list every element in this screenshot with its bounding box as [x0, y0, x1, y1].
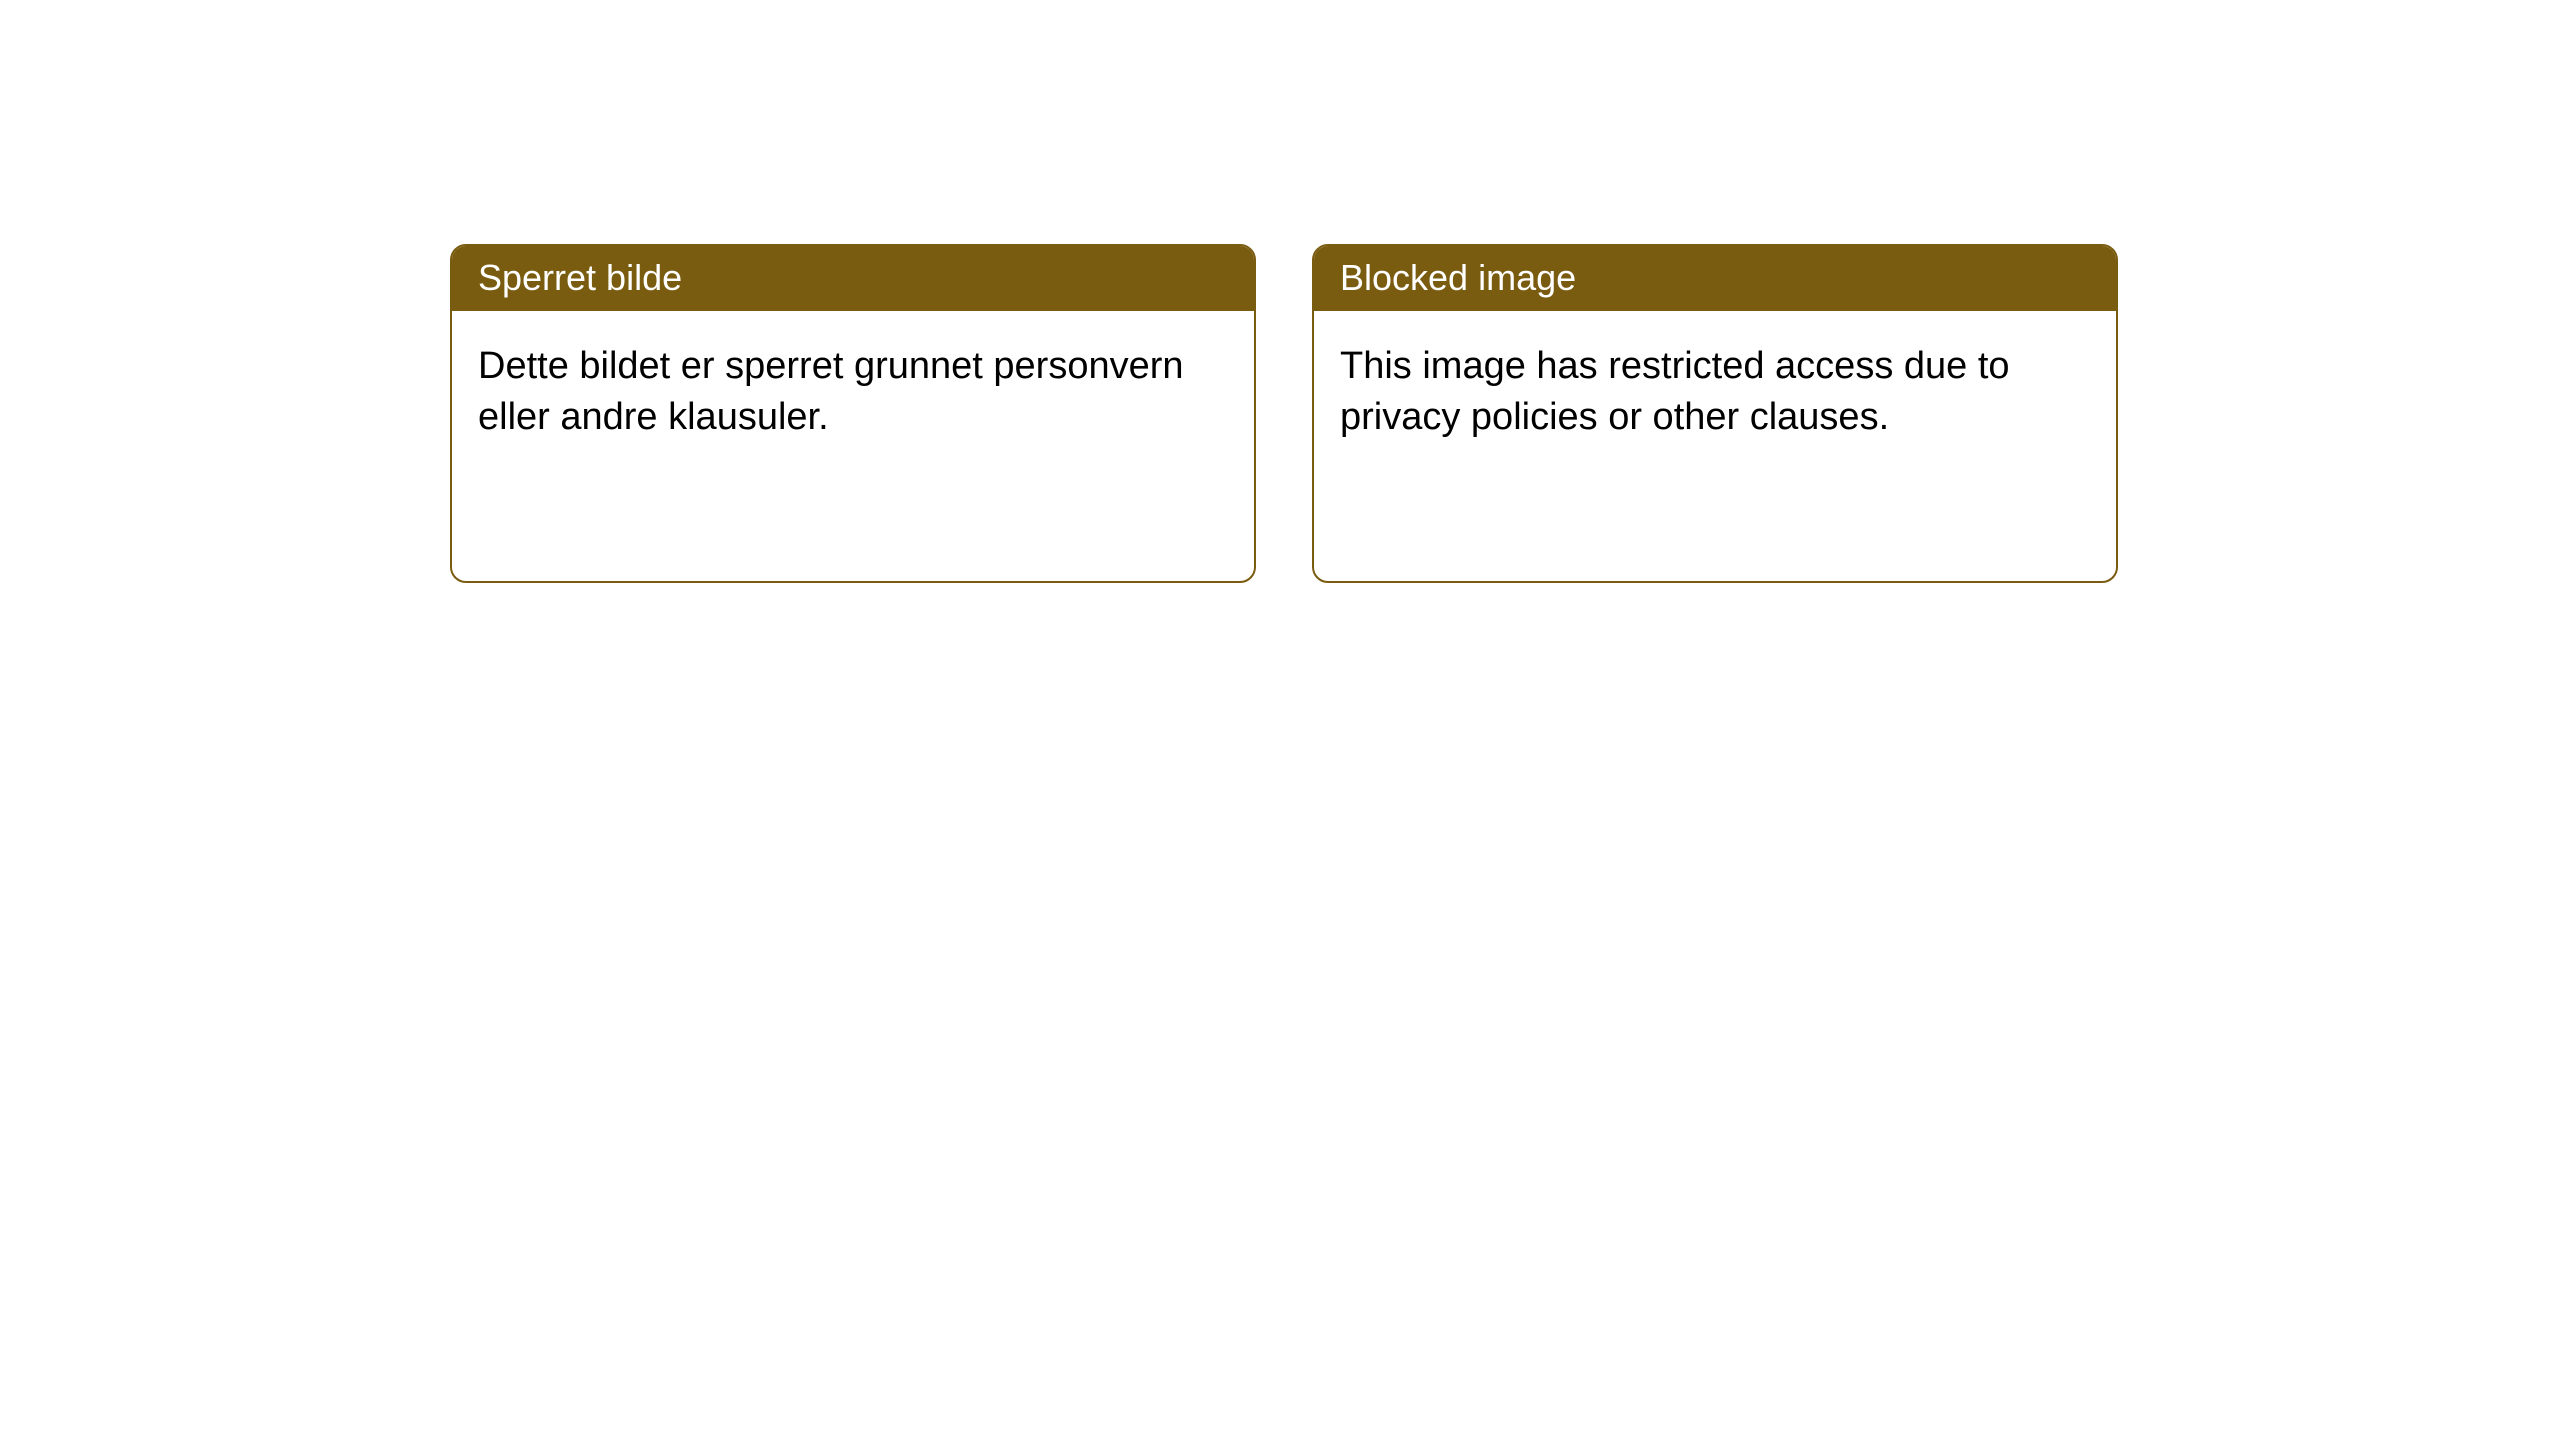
notice-body: Dette bildet er sperret grunnet personve…	[452, 311, 1254, 581]
notice-title: Sperret bilde	[452, 246, 1254, 311]
notice-card-english: Blocked image This image has restricted …	[1312, 244, 2118, 583]
notice-container: Sperret bilde Dette bildet er sperret gr…	[0, 0, 2560, 583]
notice-body: This image has restricted access due to …	[1314, 311, 2116, 581]
notice-title: Blocked image	[1314, 246, 2116, 311]
notice-card-norwegian: Sperret bilde Dette bildet er sperret gr…	[450, 244, 1256, 583]
